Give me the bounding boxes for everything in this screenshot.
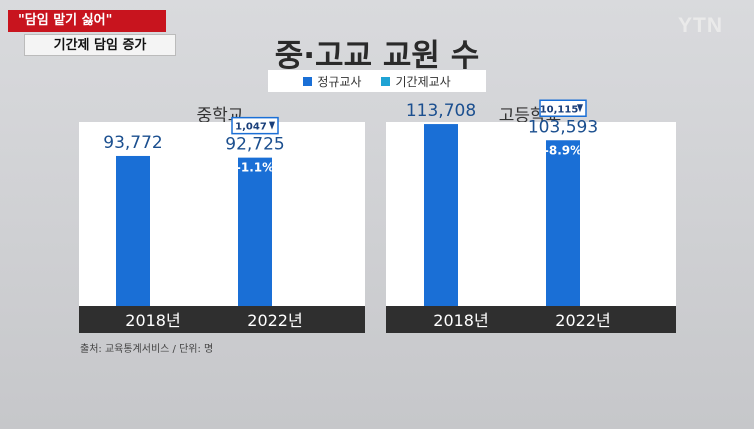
change-box-1 [539, 99, 587, 118]
legend-swatch-contract [381, 76, 391, 86]
change-box-label-1: 10,115 [540, 104, 579, 115]
legend-item-regular: 정규교사 [303, 73, 361, 90]
bar-1-0 [424, 124, 458, 306]
legend-label-contract: 기간제교사 [395, 74, 451, 89]
value-label-1-0: 113,708 [406, 101, 476, 121]
tick-label-0-0: 2018년 [125, 311, 180, 330]
news-tag-main: "담임 맡기 싫어" [8, 10, 166, 32]
news-tag-sub: 기간제 담임 증가 [24, 34, 176, 56]
legend: 정규교사 기간제교사 [268, 70, 486, 92]
change-pct-label-0: -1.1% [236, 161, 274, 175]
tick-label-1-1: 2022년 [555, 311, 610, 330]
bar-0-0 [116, 155, 150, 306]
value-label-0-0: 93,772 [103, 133, 162, 153]
chart-title: 중·고교 교원 수 [274, 38, 480, 74]
legend-label-regular: 정규교사 [317, 74, 362, 89]
tick-label-0-1: 2022년 [247, 311, 302, 330]
bar-0-1 [238, 157, 272, 306]
legend-swatch-regular [303, 76, 313, 86]
ytn-logo: YTN [678, 14, 723, 37]
value-label-0-1: 92,725 [225, 135, 284, 155]
tick-label-1-0: 2018년 [433, 311, 488, 330]
x-axis-band-1 [386, 306, 676, 333]
change-box-label-0: 1,047 [235, 122, 267, 133]
change-pct-label-1: -8.9% [544, 143, 582, 157]
source-note: 출처: 교육통계서비스 / 단위: 명 [80, 344, 214, 355]
value-label-1-1: 103,593 [528, 117, 598, 137]
legend-item-contract: 기간제교사 [381, 73, 451, 90]
down-arrow-icon-0 [269, 121, 275, 130]
x-axis-band-0 [79, 306, 365, 333]
change-box-0 [231, 116, 279, 135]
bar-1-1 [546, 140, 580, 306]
down-arrow-icon-1 [577, 104, 583, 113]
